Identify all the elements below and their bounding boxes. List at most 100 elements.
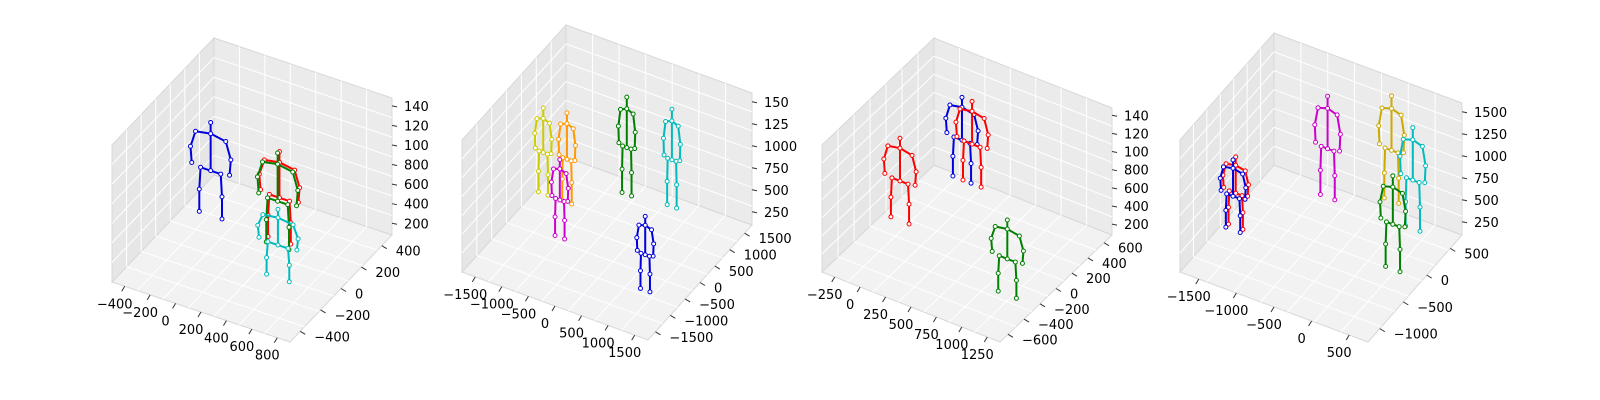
skeleton-joint xyxy=(1239,193,1245,199)
z-tick xyxy=(751,101,758,104)
skeleton-bone xyxy=(979,147,983,168)
skeleton-joint xyxy=(563,171,569,177)
skeleton-bone xyxy=(210,132,227,143)
skeleton-joint xyxy=(660,135,666,141)
skeleton-joint xyxy=(562,236,568,242)
skeleton-joint xyxy=(548,179,554,185)
skeleton-2 xyxy=(556,110,578,207)
grid-line xyxy=(461,100,567,216)
y-tick xyxy=(1103,242,1110,247)
skeleton-joint xyxy=(294,203,300,209)
skeleton-joint xyxy=(536,189,542,195)
skeleton-joint xyxy=(1230,157,1236,163)
z-tick-label: 120 xyxy=(404,119,429,134)
x-tick-label: −400 xyxy=(97,297,133,312)
x-tick xyxy=(524,296,529,302)
y-tick xyxy=(744,232,750,237)
skeleton-joint xyxy=(665,155,671,161)
skeleton-joint xyxy=(624,106,630,112)
skeleton-bone xyxy=(224,141,232,161)
skeleton-joint xyxy=(189,159,195,165)
side-pane xyxy=(821,36,935,274)
skeleton-joint xyxy=(1243,185,1249,191)
skeleton-joint xyxy=(912,182,918,188)
skeleton-3 xyxy=(254,150,301,253)
y-tick xyxy=(381,245,388,250)
y-tick xyxy=(699,282,706,286)
skeleton-joint xyxy=(1378,215,1384,221)
skeleton-bone xyxy=(630,149,633,173)
skeleton-joint xyxy=(1383,241,1389,247)
skeleton-joint xyxy=(889,175,895,181)
skeleton-joint xyxy=(1020,248,1026,254)
y-tick xyxy=(361,266,367,271)
x-tick-label: −1500 xyxy=(443,288,487,303)
y-tick-label: −1000 xyxy=(1394,328,1438,343)
skeleton-joint xyxy=(1332,197,1338,203)
skeleton-6 xyxy=(1377,173,1409,275)
grid-line xyxy=(1179,51,1275,160)
grid-line xyxy=(126,266,305,328)
skeleton-bone xyxy=(561,157,564,180)
skeleton-joint xyxy=(1397,153,1403,159)
side-pane xyxy=(111,36,215,284)
grid-line xyxy=(1260,179,1449,251)
skeleton-joint xyxy=(564,110,570,116)
skeleton-bone xyxy=(889,177,893,198)
grid-line xyxy=(1273,126,1463,198)
skeleton-joint xyxy=(1016,233,1022,239)
y-tick xyxy=(1071,272,1078,277)
skeleton-joint xyxy=(557,197,563,203)
x-tick xyxy=(882,296,887,303)
skeleton-bone xyxy=(648,256,651,275)
grid-line xyxy=(488,166,593,283)
skeleton-joint xyxy=(1013,295,1019,301)
skeleton-joint xyxy=(552,233,558,239)
skeleton-joint xyxy=(557,166,563,172)
skeleton-bone xyxy=(1377,125,1381,144)
skeleton-joint xyxy=(564,121,570,127)
skeleton-bone xyxy=(262,160,278,166)
y-tick xyxy=(320,309,326,314)
skeleton-joint xyxy=(882,170,888,176)
skeleton-joint xyxy=(1004,217,1010,223)
skeleton-bone xyxy=(286,204,290,228)
x-tick xyxy=(1195,278,1200,285)
skeleton-joint xyxy=(556,152,562,158)
skeleton-joint xyxy=(647,271,653,277)
skeleton-joint xyxy=(285,202,291,208)
skeleton-joint xyxy=(905,181,911,187)
skeleton-joint xyxy=(1233,154,1239,160)
skeleton-joint xyxy=(619,166,625,172)
y-tick-label: −1000 xyxy=(684,314,728,329)
skeleton-joint xyxy=(624,94,630,100)
skeleton-joint xyxy=(1422,180,1428,186)
skeleton-joint xyxy=(260,159,265,165)
x-tick-label: −500 xyxy=(1246,318,1282,333)
grid-line xyxy=(521,205,708,275)
skeleton-joint xyxy=(637,285,643,291)
grid-line xyxy=(1273,89,1463,161)
skeleton-bone xyxy=(557,139,561,155)
skeleton-joint xyxy=(193,128,199,134)
skeleton-bone xyxy=(1401,193,1407,212)
skeleton-bone xyxy=(1398,226,1402,250)
skeleton-joint xyxy=(957,106,963,112)
skeleton-joint xyxy=(561,199,567,205)
skeleton-bone xyxy=(293,169,301,189)
y-tick-label: 200 xyxy=(1086,272,1111,287)
z-tick xyxy=(391,183,398,186)
z-tick xyxy=(391,222,398,225)
skeleton-joint xyxy=(619,189,625,195)
z-tick-label: 750 xyxy=(764,162,789,177)
skeleton-joint xyxy=(1236,196,1242,202)
skeleton-joint xyxy=(1223,224,1229,230)
skeleton-joint xyxy=(975,128,981,134)
skeleton-bone xyxy=(997,255,1001,274)
grid-line xyxy=(565,43,753,113)
y-tick-label: 500 xyxy=(729,265,754,280)
skeleton-joint xyxy=(1397,269,1403,275)
skeleton-joint xyxy=(1313,139,1319,145)
skeleton-joint xyxy=(1337,148,1343,154)
